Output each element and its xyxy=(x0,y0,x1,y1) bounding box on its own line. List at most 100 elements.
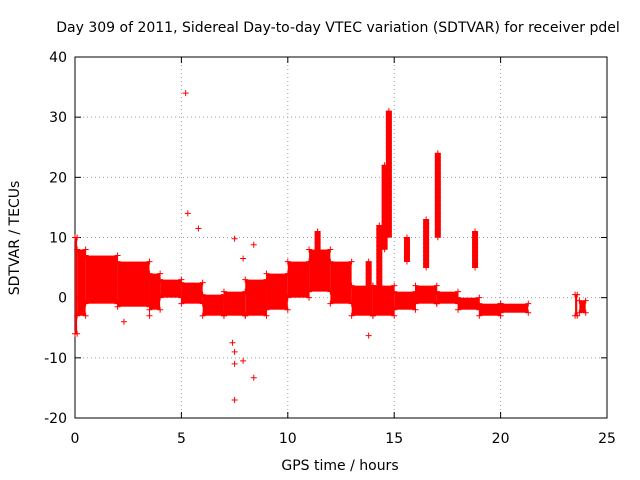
data-point xyxy=(525,300,532,307)
data-point xyxy=(497,300,504,307)
data-point xyxy=(423,264,430,271)
data-point xyxy=(376,282,383,289)
data-point xyxy=(231,348,238,355)
data-point xyxy=(250,241,257,248)
data-band xyxy=(372,285,395,316)
data-point xyxy=(576,309,583,316)
grid-lines xyxy=(75,57,607,418)
data-point xyxy=(157,270,164,277)
data-point xyxy=(433,300,440,307)
data-point xyxy=(348,312,355,319)
data-point xyxy=(146,258,153,265)
data-points xyxy=(72,90,589,403)
data-point xyxy=(242,312,249,319)
data-point xyxy=(82,252,89,259)
data-point xyxy=(114,258,121,265)
data-point xyxy=(114,252,121,259)
x-axis-label: GPS time / hours xyxy=(281,458,398,474)
data-band xyxy=(436,291,459,304)
data-point xyxy=(74,330,81,337)
data-point xyxy=(327,246,334,253)
data-point xyxy=(74,234,81,241)
data-point xyxy=(365,282,372,289)
data-point xyxy=(391,288,398,295)
data-band xyxy=(223,291,246,316)
data-band xyxy=(575,294,578,316)
data-band xyxy=(77,249,86,316)
data-point xyxy=(365,332,372,339)
data-band xyxy=(181,282,203,304)
x-tick-label: 5 xyxy=(177,431,186,447)
data-point xyxy=(582,297,589,304)
data-point xyxy=(576,297,583,304)
data-point xyxy=(184,210,191,217)
data-point xyxy=(455,288,462,295)
data-point xyxy=(74,312,81,319)
data-point xyxy=(476,294,483,301)
data-point xyxy=(472,264,479,271)
data-band xyxy=(245,279,267,316)
data-point xyxy=(284,306,291,313)
data-point xyxy=(574,291,581,298)
data-point xyxy=(82,300,89,307)
data-point xyxy=(306,294,313,301)
data-point xyxy=(114,303,121,310)
data-point xyxy=(348,258,355,265)
data-band xyxy=(394,291,416,310)
data-point xyxy=(240,357,247,364)
data-band xyxy=(85,255,118,304)
data-point xyxy=(455,294,462,301)
data-point xyxy=(242,276,249,283)
data-point xyxy=(199,279,206,286)
data-point xyxy=(455,306,462,313)
data-band xyxy=(75,237,78,334)
data-point xyxy=(574,312,581,319)
y-tick-label: -10 xyxy=(44,351,67,367)
data-point xyxy=(525,309,532,316)
x-tick-label: 10 xyxy=(279,431,297,447)
data-point xyxy=(182,90,189,97)
data-point xyxy=(250,374,257,381)
data-band xyxy=(330,261,352,304)
data-band xyxy=(117,261,150,307)
data-point xyxy=(146,306,153,313)
data-band xyxy=(309,249,331,292)
data-point xyxy=(157,306,164,313)
data-point xyxy=(146,270,153,277)
data-point xyxy=(263,312,270,319)
data-point xyxy=(284,258,291,265)
data-point xyxy=(369,312,376,319)
data-point xyxy=(220,312,227,319)
data-point xyxy=(391,312,398,319)
data-band xyxy=(202,294,224,316)
data-point xyxy=(263,306,270,313)
data-point xyxy=(306,246,313,253)
data-point xyxy=(412,300,419,307)
data-point xyxy=(476,312,483,319)
data-band xyxy=(351,285,373,316)
data-band xyxy=(149,273,161,310)
data-point xyxy=(327,300,334,307)
data-point xyxy=(412,306,419,313)
data-point xyxy=(157,276,164,283)
x-tick-label: 25 xyxy=(598,431,616,447)
data-point xyxy=(385,232,392,239)
data-point xyxy=(178,300,185,307)
data-band xyxy=(579,300,586,313)
chart-title: Day 309 of 2011, Sidereal Day-to-day VTE… xyxy=(56,20,620,36)
data-band xyxy=(287,261,310,298)
data-point xyxy=(433,282,440,289)
data-point xyxy=(497,309,504,316)
x-tick-label: 15 xyxy=(385,431,403,447)
data-point xyxy=(157,294,164,301)
y-tick-label: -20 xyxy=(44,411,67,427)
data-point xyxy=(231,396,238,403)
axis-ticks: 0 5 10 15 20 25 -20 -10 0 10 20 30 40 xyxy=(44,50,616,447)
data-point xyxy=(82,312,89,319)
data-point xyxy=(403,258,410,265)
data-band xyxy=(500,303,529,313)
y-tick-label: 30 xyxy=(49,110,67,126)
data-band xyxy=(458,297,480,310)
data-point xyxy=(434,234,441,241)
data-point xyxy=(199,312,206,319)
